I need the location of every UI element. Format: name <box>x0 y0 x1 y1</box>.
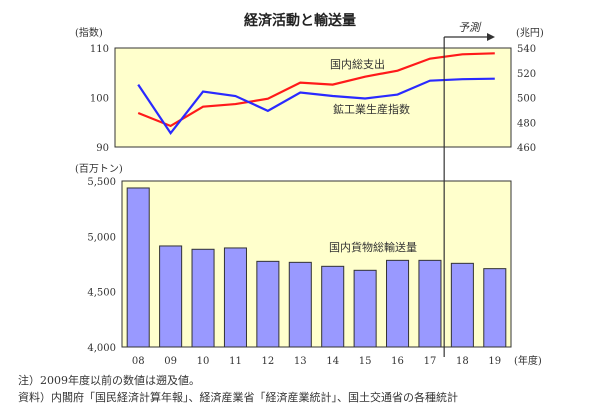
y-tick-label: 4,000 <box>87 343 116 354</box>
y-tick-label: 4,500 <box>87 288 116 299</box>
x-tick-label: 17 <box>424 356 437 367</box>
bar <box>126 187 150 348</box>
x-axis-label: (年度) <box>514 354 542 367</box>
bar <box>321 265 345 348</box>
y-tick-label: 5,000 <box>87 232 116 243</box>
x-tick-label: 10 <box>197 356 210 367</box>
left-tick-label: 90 <box>96 143 109 154</box>
series-label-freight: 国内貨物総輸送量 <box>329 240 417 254</box>
bar <box>353 269 377 348</box>
plot-area <box>121 180 512 348</box>
chart-title: 経済活動と輸送量 <box>244 12 356 29</box>
arrow-head-icon <box>487 33 495 41</box>
x-tick-label: 16 <box>391 356 404 367</box>
x-tick-label: 12 <box>262 356 275 367</box>
right-tick-label: 480 <box>517 118 536 129</box>
bar <box>159 245 183 348</box>
right-axis-label: (兆円) <box>516 27 544 39</box>
bar <box>483 268 507 348</box>
bar <box>288 261 312 348</box>
x-tick-label: 08 <box>132 356 145 367</box>
forecast-marker: 予測 <box>443 21 495 357</box>
bar <box>223 247 247 348</box>
left-axis-label: (指数) <box>75 26 103 39</box>
series-line-gdp <box>137 52 495 128</box>
x-tick-label: 15 <box>359 356 372 367</box>
plot-area <box>114 47 512 148</box>
source-note: 資料）内閣府「国民経済計算年報」、経済産業省「経済産業統計」、国土交通省の各種統… <box>18 391 458 404</box>
bar <box>418 259 442 348</box>
bar <box>191 248 215 348</box>
x-tick-label: 13 <box>294 356 307 367</box>
right-tick-label: 520 <box>517 69 536 80</box>
x-tick-label: 19 <box>488 356 501 367</box>
x-tick-label: 09 <box>164 356 177 367</box>
x-tick-label: 18 <box>456 356 469 367</box>
top-line-chart: 90 100 110 460 480 500 520 540 (指数) (兆円) 国内総支出鉱工業生… <box>75 26 544 154</box>
x-tick-label: 14 <box>326 356 339 367</box>
series-line-industrial-index <box>137 77 495 136</box>
bar <box>450 262 474 348</box>
bar <box>256 260 280 348</box>
bottom-bar-chart: 4,000 4,500 5,000 5,500 (百万トン) 08 09 10 11 12 13 14… <box>75 163 542 367</box>
y-axis-label: (百万トン) <box>75 163 123 175</box>
x-tick-label: 11 <box>229 356 242 367</box>
left-tick-label: 110 <box>90 44 109 55</box>
left-tick-label: 100 <box>90 94 109 105</box>
forecast-label: 予測 <box>458 21 482 34</box>
series-label-gdp: 国内総支出 <box>330 57 385 71</box>
bar <box>386 259 410 348</box>
y-tick-label: 5,500 <box>87 177 116 188</box>
right-tick-label: 500 <box>517 94 536 105</box>
right-tick-label: 540 <box>517 44 536 55</box>
right-tick-label: 460 <box>517 143 536 154</box>
series-label-industrial-index: 鉱工業生産指数 <box>333 102 410 116</box>
footnote: 注）2009年度以前の数値は遡及値。 <box>18 374 200 387</box>
